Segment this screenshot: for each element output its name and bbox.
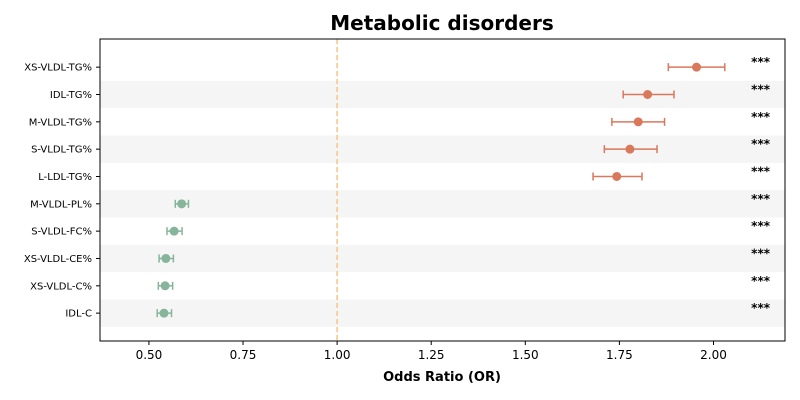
or-point	[625, 144, 635, 154]
y-tick-label: IDL-TG%	[50, 90, 92, 101]
x-tick-label: 1.75	[606, 348, 633, 362]
forest-row	[166, 226, 183, 236]
row-stripe	[100, 299, 785, 327]
row-stripe	[100, 135, 785, 163]
y-tick-label: M-VLDL-TG%	[29, 117, 92, 128]
row-stripe	[100, 190, 785, 218]
y-tick-label: M-VLDL-PL%	[30, 199, 92, 210]
x-tick-label: 0.75	[230, 348, 257, 362]
forest-row	[603, 144, 658, 154]
row-stripes	[100, 80, 785, 327]
x-axis: 0.50 0.75 1.00 1.25 1.50 1.75 2.00	[136, 341, 727, 362]
y-tick-label: L-LDL-TG%	[38, 172, 92, 183]
forest-row	[592, 171, 643, 181]
row-stripe	[100, 80, 785, 109]
y-tick-label: S-VLDL-FC%	[31, 227, 92, 238]
or-point	[160, 281, 170, 291]
or-point	[633, 117, 643, 127]
or-point	[692, 62, 702, 72]
x-tick-label: 1.50	[512, 348, 539, 362]
row-stripe	[100, 244, 785, 273]
or-point	[177, 199, 187, 209]
significance-label: ***	[751, 137, 771, 151]
forest-row	[158, 253, 175, 263]
forest-row	[667, 62, 726, 72]
x-tick-label: 1.25	[418, 348, 445, 362]
significance-labels: *** *** *** *** *** *** *** *** *** ***	[751, 55, 771, 315]
or-point	[169, 226, 179, 236]
significance-label: ***	[751, 219, 771, 233]
significance-label: ***	[751, 274, 771, 288]
y-tick-label: S-VLDL-TG%	[31, 145, 92, 156]
x-tick-label: 1.00	[324, 348, 351, 362]
significance-label: ***	[751, 246, 771, 260]
significance-label: ***	[751, 164, 771, 178]
forest-row	[156, 308, 173, 318]
or-point	[612, 171, 622, 181]
forest-row	[611, 117, 666, 127]
x-axis-label: Odds Ratio (OR)	[383, 370, 501, 385]
significance-label: ***	[751, 192, 771, 206]
y-tick-label: XS-VLDL-CE%	[24, 254, 92, 265]
or-point	[161, 253, 171, 263]
y-tick-label: XS-VLDL-C%	[30, 281, 92, 292]
significance-label: ***	[751, 55, 771, 69]
y-axis: XS-VLDL-TG% IDL-TG% M-VLDL-TG% S-VLDL-TG% L-…	[24, 63, 100, 320]
or-point	[643, 89, 653, 99]
plot-frame	[99, 38, 786, 342]
significance-label: ***	[751, 82, 771, 96]
forest-row	[622, 89, 675, 99]
chart-title: Metabolic disorders	[330, 11, 553, 35]
y-tick-label: IDL-C	[65, 309, 92, 320]
significance-label: ***	[751, 301, 771, 315]
forest-row	[157, 281, 174, 291]
significance-label: ***	[751, 110, 771, 124]
data-marks	[156, 62, 726, 318]
or-point	[159, 308, 169, 318]
x-tick-label: 2.00	[700, 348, 727, 362]
forest-row	[174, 199, 190, 209]
y-tick-label: XS-VLDL-TG%	[24, 63, 92, 74]
x-tick-label: 0.50	[136, 348, 163, 362]
